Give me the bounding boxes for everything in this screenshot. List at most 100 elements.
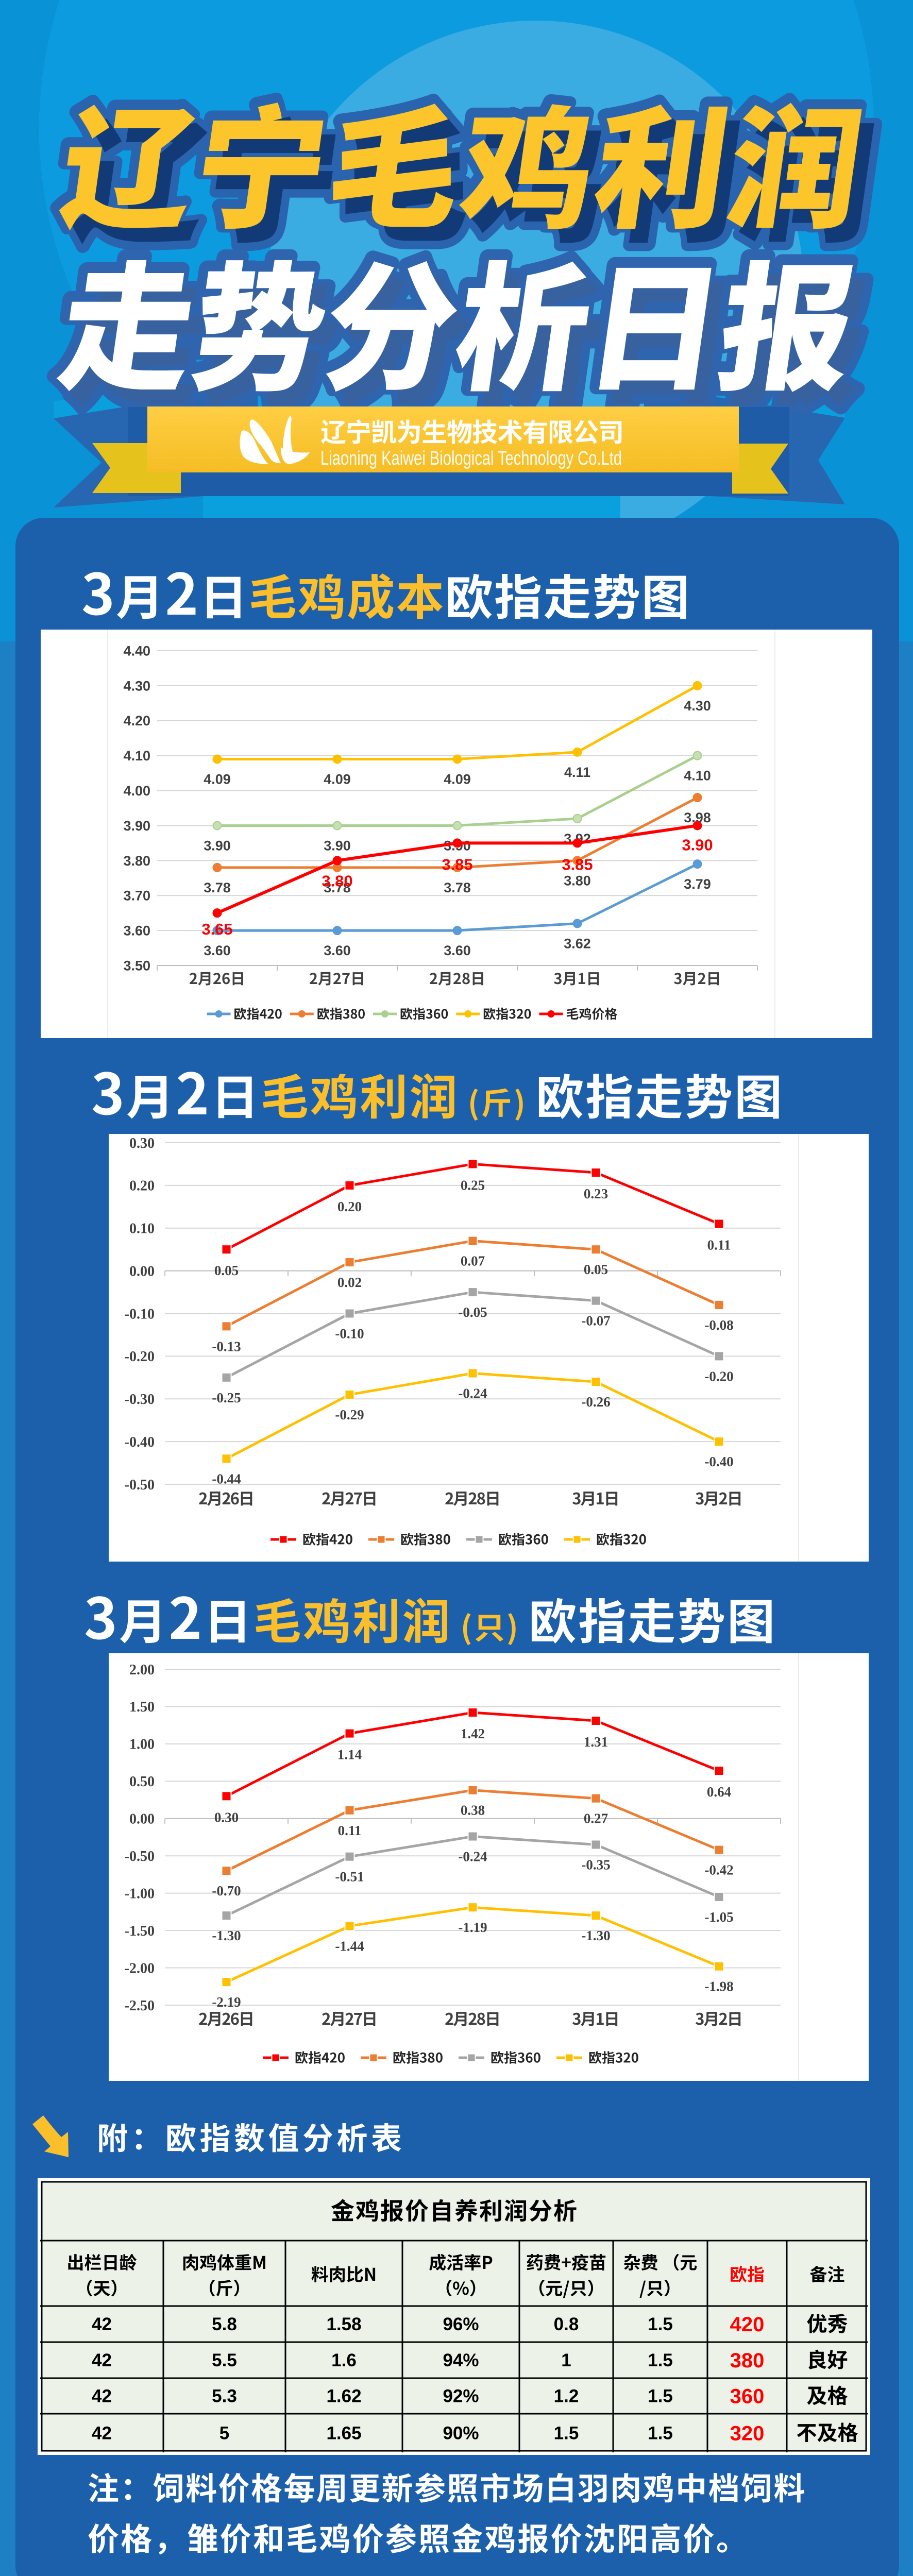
- svg-text:4.10: 4.10: [684, 768, 711, 784]
- svg-text:0.50: 0.50: [129, 1774, 155, 1790]
- svg-text:-0.51: -0.51: [335, 1869, 364, 1885]
- svg-text:-0.70: -0.70: [212, 1883, 241, 1899]
- svg-text:1.5: 1.5: [648, 2424, 673, 2444]
- svg-text:1.58: 1.58: [326, 2314, 361, 2334]
- svg-text:-1.98: -1.98: [704, 1979, 733, 1994]
- svg-text:-0.05: -0.05: [458, 1304, 487, 1320]
- svg-text:3.80: 3.80: [564, 873, 591, 888]
- svg-text:42: 42: [92, 2350, 112, 2370]
- svg-text:0.20: 0.20: [337, 1199, 362, 1214]
- svg-text:3.85: 3.85: [562, 855, 593, 873]
- svg-text:1: 1: [561, 2350, 571, 2370]
- svg-text:5.5: 5.5: [212, 2350, 237, 2370]
- svg-text:1.5: 1.5: [554, 2424, 579, 2444]
- svg-text:4.11: 4.11: [564, 765, 590, 780]
- svg-text:3.80: 3.80: [322, 872, 352, 890]
- svg-text:-0.25: -0.25: [212, 1390, 241, 1405]
- svg-text:-0.07: -0.07: [581, 1313, 610, 1329]
- svg-text:0.05: 0.05: [214, 1263, 239, 1278]
- svg-text:3.60: 3.60: [123, 923, 150, 939]
- svg-text:-0.40: -0.40: [125, 1434, 155, 1450]
- svg-text:-0.50: -0.50: [125, 1849, 155, 1865]
- svg-text:-2.19: -2.19: [212, 1994, 241, 2010]
- svg-text:3.65: 3.65: [201, 920, 232, 938]
- svg-text:0.11: 0.11: [338, 1823, 362, 1838]
- svg-text:1.65: 1.65: [326, 2424, 361, 2444]
- svg-text:90%: 90%: [443, 2424, 479, 2444]
- svg-text:3.90: 3.90: [204, 838, 231, 853]
- svg-text:3.90: 3.90: [324, 838, 351, 853]
- svg-text:-0.10: -0.10: [125, 1306, 155, 1322]
- svg-text:4.09: 4.09: [324, 771, 351, 787]
- svg-text:-0.08: -0.08: [704, 1317, 733, 1333]
- svg-text:1.5: 1.5: [648, 2314, 673, 2334]
- svg-text:-1.05: -1.05: [704, 1909, 733, 1925]
- svg-text:3.70: 3.70: [123, 888, 150, 904]
- svg-text:3.60: 3.60: [444, 943, 471, 958]
- svg-text:4.30: 4.30: [123, 678, 150, 693]
- svg-text:-1.19: -1.19: [458, 1920, 487, 1935]
- svg-text:0.00: 0.00: [129, 1811, 155, 1827]
- svg-text:3.60: 3.60: [324, 943, 351, 958]
- svg-text:3.78: 3.78: [204, 880, 231, 895]
- svg-text:1.5: 1.5: [648, 2350, 673, 2370]
- svg-text:-0.20: -0.20: [125, 1349, 155, 1365]
- svg-text:1.5: 1.5: [648, 2386, 673, 2406]
- svg-text:1.42: 1.42: [461, 1726, 485, 1741]
- svg-text:3.62: 3.62: [564, 936, 591, 952]
- svg-text:1.6: 1.6: [331, 2350, 357, 2370]
- svg-text:-0.26: -0.26: [581, 1394, 610, 1410]
- svg-text:3.79: 3.79: [684, 876, 711, 892]
- svg-text:0.8: 0.8: [554, 2314, 579, 2334]
- svg-text:0.30: 0.30: [214, 1809, 239, 1825]
- svg-text:0.30: 0.30: [129, 1136, 155, 1151]
- svg-text:0.00: 0.00: [129, 1263, 155, 1279]
- svg-text:0.20: 0.20: [129, 1178, 155, 1194]
- svg-text:4.40: 4.40: [123, 643, 150, 658]
- svg-text:1.2: 1.2: [554, 2386, 579, 2406]
- svg-text:-1.44: -1.44: [335, 1938, 364, 1954]
- svg-text:1.50: 1.50: [129, 1699, 155, 1715]
- svg-text:Liaoning Kaiwei Biological Tec: Liaoning Kaiwei Biological Technology Co…: [320, 448, 622, 469]
- svg-text:-2.00: -2.00: [125, 1960, 155, 1976]
- svg-text:1.62: 1.62: [326, 2386, 361, 2406]
- svg-text:3.60: 3.60: [204, 943, 231, 958]
- svg-text:1.31: 1.31: [584, 1734, 608, 1750]
- svg-text:-0.44: -0.44: [212, 1471, 241, 1486]
- svg-text:0.25: 0.25: [461, 1177, 485, 1193]
- svg-text:3.78: 3.78: [444, 880, 471, 895]
- svg-text:-0.24: -0.24: [458, 1386, 487, 1401]
- svg-text:4.20: 4.20: [123, 713, 150, 728]
- svg-text:1.14: 1.14: [337, 1747, 362, 1762]
- svg-text:42: 42: [92, 2386, 112, 2406]
- svg-text:-0.30: -0.30: [125, 1392, 155, 1408]
- svg-text:0.11: 0.11: [707, 1237, 731, 1252]
- svg-text:3.90: 3.90: [123, 818, 150, 834]
- svg-text:0.23: 0.23: [584, 1186, 608, 1201]
- svg-text:3.90: 3.90: [682, 836, 713, 854]
- svg-text:0.27: 0.27: [584, 1811, 608, 1826]
- svg-text:2.00: 2.00: [129, 1662, 155, 1678]
- svg-text:92%: 92%: [443, 2386, 479, 2406]
- svg-text:0.10: 0.10: [129, 1221, 155, 1237]
- svg-text:-1.00: -1.00: [125, 1886, 155, 1902]
- svg-text:4.10: 4.10: [123, 748, 150, 764]
- svg-text:1.00: 1.00: [129, 1737, 155, 1753]
- svg-text:0.64: 0.64: [707, 1784, 731, 1800]
- svg-text:-1.50: -1.50: [125, 1923, 155, 1939]
- svg-text:4.09: 4.09: [444, 771, 471, 787]
- svg-text:-0.42: -0.42: [704, 1862, 733, 1878]
- svg-text:-0.13: -0.13: [212, 1338, 241, 1354]
- svg-text:3.78: 3.78: [324, 880, 351, 895]
- svg-text:320: 320: [730, 2422, 765, 2445]
- svg-text:-2.50: -2.50: [125, 1998, 155, 2014]
- svg-text:5.3: 5.3: [212, 2386, 237, 2406]
- svg-text:3.85: 3.85: [442, 855, 472, 873]
- svg-text:94%: 94%: [443, 2350, 479, 2370]
- svg-text:-0.20: -0.20: [704, 1368, 733, 1384]
- svg-text:0.38: 0.38: [461, 1803, 485, 1818]
- svg-text:-0.35: -0.35: [581, 1857, 610, 1872]
- svg-text:0.07: 0.07: [461, 1253, 485, 1269]
- svg-text:-0.24: -0.24: [458, 1849, 487, 1865]
- svg-text:360: 360: [730, 2385, 765, 2408]
